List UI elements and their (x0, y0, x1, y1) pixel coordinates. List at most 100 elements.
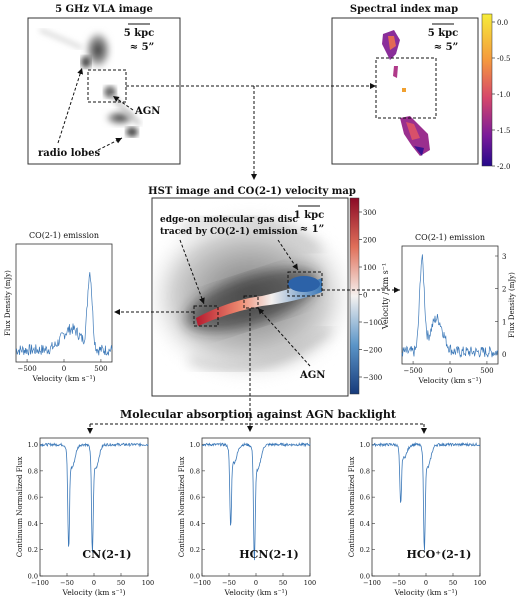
x-tick: 0 (448, 367, 452, 375)
hco-plot: −100 −50 0 50 100 Velocity (km s⁻¹) 1.0 0.8 0.6 0… (348, 437, 486, 597)
x-label: Velocity (km s⁻¹) (393, 588, 457, 597)
plot-frame (15, 243, 113, 363)
spectrum-line (201, 441, 311, 561)
velocity-colorbar-label: Velocity / km s⁻¹ (381, 263, 390, 330)
y-label: Flux Density (mJy) (4, 270, 12, 336)
x-tick: −100 (193, 579, 211, 587)
velocity-tick: −100 (363, 319, 382, 327)
y-tick: 0.4 (190, 520, 200, 528)
x-tick: 100 (304, 579, 316, 587)
radio-lobes-label: radio lobes (38, 148, 101, 159)
vla-agn-label: AGN (134, 106, 160, 117)
x-tick: 0 (92, 579, 96, 587)
y-tick: 0 (502, 351, 506, 359)
spectral-scale-arcsec: ≈ 5” (434, 42, 459, 53)
velocity-colorbar (349, 197, 360, 395)
y-tick: 0.6 (28, 494, 38, 502)
y-tick: 0.8 (28, 467, 38, 475)
x-tick: 500 (94, 365, 107, 373)
hst-agn-box (243, 295, 259, 309)
x-tick: 0 (254, 579, 258, 587)
velocity-tick: 100 (363, 264, 376, 272)
y-label: Continuum Normalized Flux (348, 457, 356, 558)
vla-scale-arcsec: ≈ 5” (130, 42, 155, 53)
y-tick: 0.8 (190, 467, 200, 475)
vla-title: 5 GHz VLA image (55, 4, 153, 15)
y-tick: 1.0 (190, 441, 200, 449)
spectral-title: Spectral index map (350, 4, 458, 15)
x-tick: −50 (392, 579, 406, 587)
spectral-tick: -0.5 (497, 55, 511, 63)
plot-title: HCO⁺(2-1) (407, 548, 472, 561)
x-label: Velocity (km s⁻¹) (417, 376, 481, 385)
spectral-scale-kpc: 5 kpc (428, 28, 458, 39)
x-tick: 100 (142, 579, 154, 587)
y-tick: 1.0 (28, 441, 38, 449)
y-tick: 0.4 (28, 520, 38, 528)
y-tick: 0.0 (190, 573, 200, 581)
x-tick: −50 (60, 579, 74, 587)
x-tick: −100 (363, 579, 381, 587)
x-tick: −500 (403, 367, 422, 375)
hst-scale-arcsec: ≈ 1” (300, 224, 325, 235)
plot-title: CN(2-1) (82, 548, 131, 561)
y-tick: 1 (502, 318, 506, 326)
x-tick: 50 (279, 579, 287, 587)
y-label: Continuum Normalized Flux (178, 457, 186, 558)
y-tick: 0.8 (360, 467, 370, 475)
x-tick: −500 (17, 365, 36, 373)
y-tick: 0.6 (190, 494, 200, 502)
co-disc (196, 278, 322, 326)
y-tick: 2 (502, 286, 506, 294)
y-tick: 3 (502, 253, 506, 261)
velocity-tick: −300 (363, 374, 382, 382)
spectral-zoom-box (375, 57, 437, 119)
y-tick: 1.0 (360, 441, 370, 449)
plot-title: HCN(2-1) (239, 548, 299, 561)
spectrum-line (371, 441, 481, 551)
spectral-panel: Spectral index map 5 kpc ≈ 5” 0.0 -0.5 -1.… (331, 4, 511, 171)
velocity-tick: 300 (363, 209, 376, 217)
x-tick: −50 (222, 579, 236, 587)
x-tick: 50 (449, 579, 457, 587)
hst-right-box (287, 271, 323, 297)
y-tick: 0.0 (28, 573, 38, 581)
velocity-tick: 0 (363, 292, 367, 300)
vla-panel: 5 GHz VLA image 5 kpc ≈ 5” AGN radio lob… (27, 4, 181, 165)
disc-label-1: edge-on molecular gas disc (160, 215, 298, 225)
y-label: Continuum Normalized Flux (16, 457, 24, 558)
y-tick: 0.6 (360, 494, 370, 502)
hcn-plot: −100 −50 0 50 100 Velocity (km s⁻¹) 1.0 0.8 0.6 0… (178, 437, 316, 597)
plot-title: CO(2-1) emission (29, 231, 99, 240)
x-tick: 50 (117, 579, 125, 587)
spectrum-line (39, 442, 149, 553)
spectral-tick: -1.5 (497, 127, 511, 135)
plot-title: CO(2-1) emission (415, 233, 485, 242)
y-tick: 0.4 (360, 520, 370, 528)
x-tick: −100 (31, 579, 49, 587)
x-label: Velocity (km s⁻¹) (31, 374, 95, 383)
spectral-colorbar (481, 13, 493, 167)
y-tick: 0.2 (190, 546, 200, 554)
vla-scale-kpc: 5 kpc (124, 28, 154, 39)
absorption-title: Molecular absorption against AGN backlig… (120, 408, 397, 421)
cn-plot: −100 −50 0 50 100 Velocity (km s⁻¹) 1.0 0.8 0.6 0… (16, 437, 154, 597)
hst-title: HST image and CO(2-1) velocity map (148, 186, 356, 197)
x-label: Velocity (km s⁻¹) (223, 588, 287, 597)
x-tick: 0 (424, 579, 428, 587)
spectrum-line (15, 272, 113, 356)
velocity-tick: 200 (363, 237, 376, 245)
spectrum-line (401, 254, 499, 358)
plot-frame (371, 437, 481, 577)
velocity-tick: −200 (363, 347, 382, 355)
plot-frame (201, 437, 311, 577)
spectral-tick: 0.0 (497, 19, 508, 27)
x-label: Velocity (km s⁻¹) (61, 588, 125, 597)
hst-left-box (193, 305, 219, 327)
hst-scale-kpc: 1 kpc (294, 210, 324, 221)
y-tick: 0.2 (360, 546, 370, 554)
y-label: Flux Density (mJy) (508, 272, 516, 338)
